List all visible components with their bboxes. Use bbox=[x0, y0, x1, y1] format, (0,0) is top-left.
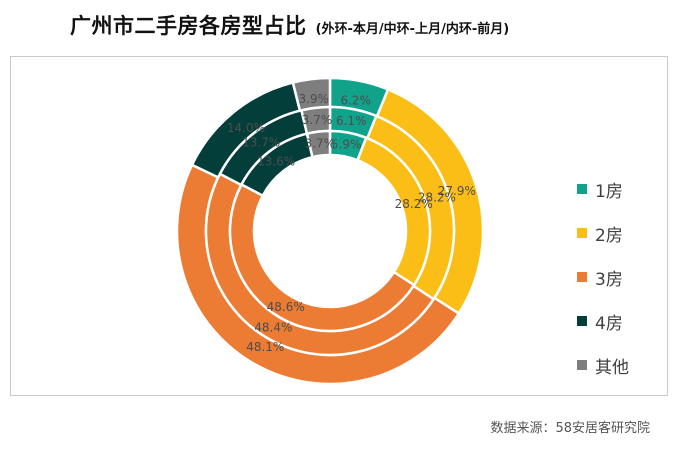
data-label-ring1-cat3: 48.1% bbox=[246, 340, 284, 354]
data-label-ring2-cat1: 6.1% bbox=[336, 114, 367, 128]
donut-segment-ring3-cat5 bbox=[305, 129, 332, 159]
donut-segment-ring3-cat3 bbox=[228, 183, 416, 333]
data-label-ring1-cat5: 3.9% bbox=[299, 92, 330, 106]
data-label-ring1-cat1: 6.2% bbox=[340, 94, 371, 108]
data-label-ring1-cat2: 27.9% bbox=[438, 184, 476, 198]
donut-chart: 6.2% 27.9% 48.1% 14.0% 3.9% 6.1% 28.2% 48.4% 13.… bbox=[175, 76, 485, 386]
data-label-ring3-cat5: 3.7% bbox=[305, 137, 336, 151]
chart-title-row: 广州市二手房各房型占比 (外环-本月/中环-上月/内环-前月) bbox=[70, 10, 509, 40]
data-label-ring3-cat3: 48.6% bbox=[267, 300, 305, 314]
data-source-note: 数据来源：58安居客研究院 bbox=[490, 421, 650, 436]
data-label-ring3-cat2: 28.2% bbox=[395, 197, 433, 211]
legend-swatch-5 bbox=[577, 360, 587, 370]
data-label-ring2-cat3: 48.4% bbox=[254, 321, 292, 335]
legend-label-4: 4房 bbox=[595, 314, 623, 334]
data-label-ring3-cat4: 13.6% bbox=[257, 154, 295, 168]
chart-subtitle: (外环-本月/中环-上月/内环-前月) bbox=[315, 22, 510, 37]
data-label-ring3-cat1: 5.9% bbox=[331, 138, 362, 152]
data-label-ring1-cat4: 14.0% bbox=[227, 121, 265, 135]
legend-swatch-3 bbox=[577, 272, 587, 282]
chart-frame: 6.2% 27.9% 48.1% 14.0% 3.9% 6.1% 28.2% 48.4% 13.… bbox=[10, 56, 668, 396]
data-label-ring2-cat2: 28.2% bbox=[418, 191, 456, 205]
legend-swatch-2 bbox=[577, 228, 587, 238]
legend-swatch-1 bbox=[577, 184, 587, 194]
legend-swatch-4 bbox=[577, 316, 587, 326]
chart-title: 广州市二手房各房型占比 bbox=[70, 14, 307, 38]
legend-label-5: 其他 bbox=[595, 358, 629, 378]
data-label-ring2-cat4: 13.7% bbox=[242, 136, 280, 150]
legend-label-2: 2房 bbox=[595, 226, 623, 246]
legend-label-3: 3房 bbox=[595, 270, 623, 290]
legend-label-1: 1房 bbox=[595, 182, 623, 202]
data-label-ring2-cat5: 3.7% bbox=[302, 113, 333, 127]
